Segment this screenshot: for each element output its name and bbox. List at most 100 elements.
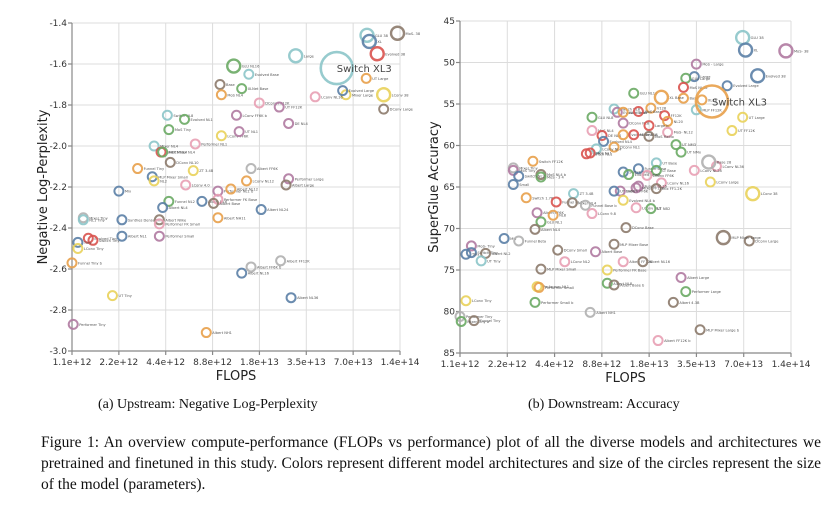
data-point [378, 103, 390, 115]
data-point [535, 171, 547, 183]
data-point-label: Performer Small [545, 286, 574, 290]
data-point-label: DConv NL8 [629, 122, 650, 126]
data-point [617, 166, 629, 178]
data-point-label: Albert FF12K b [664, 339, 691, 343]
data-point-label: MoS Base [644, 110, 662, 114]
data-point [677, 92, 689, 104]
data-point-label: UT NB2 [657, 207, 670, 211]
data-point [148, 140, 160, 152]
data-point-label: ZT 3.4B [199, 169, 214, 173]
data-point [215, 89, 227, 101]
data-point-label: Funnel Tiny [144, 167, 165, 171]
upstream-chart: 1.1e+12 2.2e+12 4.4e+12 8.8e+12 1.8e+13 3.5e+… [36, 19, 420, 384]
data-point [617, 194, 629, 206]
data-point-label: DConv Large [755, 239, 779, 243]
data-point-label: MoS - 3 4 [547, 176, 565, 180]
data-point-label: NL20 [674, 120, 684, 124]
y-tick-label: 55 [444, 100, 455, 110]
data-point-label: MLP Mixer NL4 [169, 151, 196, 155]
data-point [375, 87, 392, 103]
data-point-label: Switch Tiny [477, 251, 498, 255]
data-point-label: DConv Large [390, 108, 414, 112]
data-point-label: MoS- Tiny [477, 244, 495, 248]
data-point-label: Albert Large [292, 183, 315, 187]
data-point-label: MLP Mixer Large [731, 236, 761, 240]
data-point [696, 94, 708, 106]
data-point [225, 183, 237, 195]
data-point-label: XLNet Base [248, 87, 269, 91]
data-point [161, 109, 173, 121]
data-point [559, 256, 571, 268]
data-point-label: UT FF12K [738, 129, 756, 133]
data-point [87, 234, 99, 246]
data-point [547, 209, 559, 221]
data-point-label: LConv NL36 [722, 165, 744, 169]
data-point [116, 214, 128, 226]
data-point [778, 43, 794, 59]
data-point-label: UT FF12K [285, 106, 303, 110]
y-tick-label: 65 [444, 183, 455, 193]
data-point [645, 203, 657, 215]
x-tick-label: 1.8e+13 [630, 360, 669, 370]
data-point [617, 117, 629, 129]
data-point [283, 117, 295, 129]
data-point-label: MoS- NL12 [674, 131, 693, 135]
data-point-label: Large b [655, 124, 669, 128]
x-tick-label: 4.4e+12 [146, 358, 185, 368]
data-point-label: GLU NL16 [640, 92, 658, 96]
data-point-label: Funnel Base b [591, 204, 617, 208]
data-point [233, 126, 245, 138]
data-point [598, 135, 610, 147]
x-tick-label: 7.0e+13 [334, 358, 373, 368]
data-point-label: Mixer Tiny [519, 166, 538, 170]
data-point [568, 188, 580, 200]
data-point-label: DConv NL1 [620, 146, 640, 150]
data-point [652, 335, 664, 347]
data-point [533, 281, 545, 293]
data-point [226, 58, 242, 74]
data-point [275, 255, 287, 267]
data-point [608, 238, 620, 250]
data-point [737, 111, 749, 123]
data-point [675, 271, 687, 283]
data-point-label: GLU 38 [375, 34, 389, 38]
data-point [701, 154, 717, 170]
data-point-label: Mixer Tiny [89, 216, 108, 220]
data-point-label: Mix FF1.2K [662, 187, 682, 191]
data-point [236, 267, 248, 279]
data-point-label: LConv Large [716, 181, 739, 185]
data-point [586, 111, 598, 123]
data-point [148, 175, 160, 187]
data-point [650, 183, 662, 195]
data-point [273, 101, 285, 113]
data-point [163, 124, 175, 136]
data-point-label: Evolved Small [635, 173, 660, 177]
data-point [680, 72, 692, 84]
data-point-label: Evolved 38 [766, 74, 787, 78]
data-point-label: Funnel Base [644, 167, 667, 171]
data-point [632, 180, 644, 192]
data-point [667, 296, 679, 308]
data-point-label: MoS NL1 [596, 151, 612, 155]
data-point [623, 169, 635, 181]
data-point [116, 230, 128, 242]
data-point [153, 230, 165, 242]
y-tick-label: -3.0 [49, 347, 67, 357]
data-point-label: Albert 4.3B [679, 301, 700, 305]
data-point [455, 315, 467, 327]
y-axis-label: SuperGlue Accuracy [427, 121, 442, 253]
y-tick-label: -2.8 [49, 306, 67, 316]
y-tick-label: 75 [444, 266, 455, 276]
data-point [243, 68, 255, 80]
data-point-label: Switch XL3 [337, 64, 392, 75]
data-point-label: UT NM3 [682, 143, 696, 147]
data-point-label: GLU NL8 [598, 116, 614, 120]
data-point-label: Funnel NL1 [562, 200, 582, 204]
data-point-label: Switch Tiny [99, 239, 120, 243]
data-point-label: Evolved Base [623, 111, 648, 115]
data-point-label: LConv NL4 [602, 147, 622, 151]
data-point-label: GLU Large [692, 77, 711, 81]
data-point-label: DConv Small [564, 249, 587, 253]
data-point-label: Base [689, 97, 699, 101]
data-point-label: LConv Tiny [84, 247, 105, 251]
